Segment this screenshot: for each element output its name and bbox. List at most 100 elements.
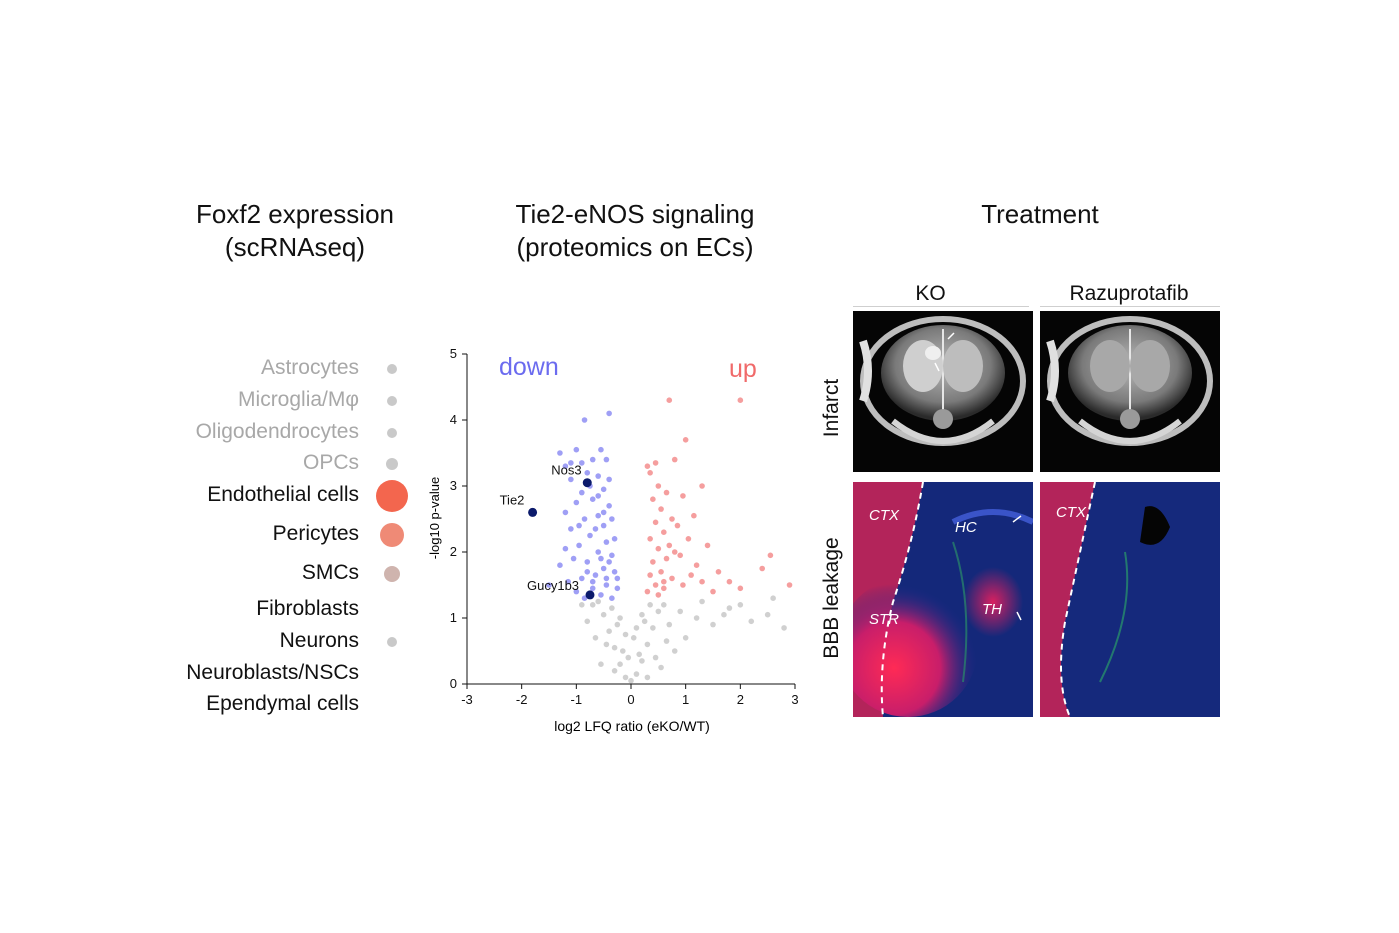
down-point — [589, 496, 596, 502]
ns-point — [609, 605, 615, 611]
up-point — [699, 483, 705, 489]
cell-type-label: Oligodendrocytes — [195, 420, 359, 443]
bbb-image-treated: CTX — [1040, 482, 1220, 717]
up-point — [671, 549, 678, 555]
ns-point — [748, 618, 755, 625]
down-point — [589, 578, 596, 585]
down-point — [600, 565, 607, 572]
y-tick-label: 3 — [450, 478, 457, 493]
y-axis-label: -log10 p-value — [427, 477, 442, 559]
down-point — [570, 555, 577, 562]
up-point — [704, 542, 711, 549]
down-point — [584, 559, 591, 565]
ns-point — [622, 631, 629, 638]
expression-dot — [387, 428, 397, 438]
y-tick-label: 4 — [450, 412, 457, 427]
y-tick-label: 0 — [450, 676, 457, 691]
up-point — [655, 592, 662, 598]
down-point — [573, 588, 580, 595]
down-point — [581, 516, 588, 522]
cell-type-label: OPCs — [302, 451, 359, 474]
up-point — [652, 519, 659, 526]
up-point — [644, 463, 651, 469]
down-point — [614, 585, 621, 592]
up-point — [680, 582, 686, 588]
up-point — [658, 569, 664, 575]
mri-image-treated — [1040, 311, 1220, 472]
up-point — [666, 397, 673, 403]
up-point — [671, 456, 678, 463]
panel-b-title-line1: Tie2-eNOS signaling — [515, 199, 755, 229]
y-tick-label: 5 — [450, 346, 457, 361]
up-point — [647, 536, 653, 542]
ns-point — [600, 611, 607, 618]
up-point — [737, 397, 744, 403]
highlight-label: Gucy1b3 — [527, 578, 579, 593]
up-point — [647, 470, 653, 476]
ns-point — [682, 635, 689, 641]
ns-point — [630, 635, 637, 641]
up-point — [669, 516, 675, 522]
up-point — [715, 569, 722, 575]
ns-point — [614, 621, 621, 628]
region-th-ko: TH — [982, 601, 1002, 618]
ns-point — [655, 608, 662, 615]
ns-point — [639, 658, 645, 664]
cell-type-label: Astrocytes — [260, 356, 359, 379]
down-point — [568, 476, 574, 483]
down-point — [546, 582, 552, 588]
up-point — [786, 582, 793, 588]
ns-point — [611, 668, 618, 674]
panel-c-title-line1: Treatment — [981, 199, 1099, 229]
x-tick-label: -1 — [571, 692, 583, 707]
x-axis-label: log2 LFQ ratio (eKO/WT) — [554, 718, 710, 734]
down-point — [598, 446, 604, 453]
down-point — [562, 463, 569, 469]
mri-image-ko — [853, 311, 1033, 472]
up-point — [661, 578, 667, 585]
down-point — [573, 499, 580, 506]
down-point — [573, 446, 580, 453]
ns-point — [598, 661, 604, 667]
up-point — [652, 582, 659, 588]
ns-point — [625, 654, 632, 661]
cell-type-label: Microglia/Mφ — [238, 388, 359, 411]
up-point — [663, 555, 670, 562]
down-annotation: down — [499, 353, 559, 381]
ns-point — [628, 677, 634, 684]
down-point — [609, 552, 615, 559]
down-point — [614, 575, 621, 582]
down-point — [598, 555, 604, 562]
ns-point — [611, 644, 618, 651]
ns-point — [579, 602, 585, 608]
up-point — [677, 552, 683, 559]
down-point — [595, 473, 601, 479]
up-point — [737, 585, 744, 592]
up-point — [666, 542, 673, 549]
down-point — [595, 512, 601, 519]
highlighted-point — [528, 507, 538, 517]
expression-dot — [376, 480, 408, 512]
ns-point — [737, 602, 744, 608]
ns-point — [589, 602, 596, 608]
down-point — [581, 417, 588, 423]
down-point — [587, 532, 593, 539]
expression-dot — [384, 566, 400, 582]
ns-point — [770, 595, 776, 601]
ns-point — [622, 674, 629, 681]
ns-point — [620, 648, 626, 654]
x-tick-label: 0 — [627, 692, 634, 707]
up-point — [759, 565, 765, 572]
up-point — [669, 575, 675, 582]
cell-type-label: Neuroblasts/NSCs — [186, 661, 359, 684]
ns-point — [650, 625, 656, 631]
ns-point — [617, 661, 623, 667]
x-tick-label: 3 — [791, 692, 798, 707]
down-point — [600, 522, 607, 529]
cell-type-label: Pericytes — [272, 522, 359, 545]
x-tick-label: -3 — [461, 692, 473, 707]
up-point — [726, 578, 733, 585]
down-point — [568, 526, 574, 532]
down-point — [606, 410, 612, 417]
up-point — [650, 559, 656, 565]
